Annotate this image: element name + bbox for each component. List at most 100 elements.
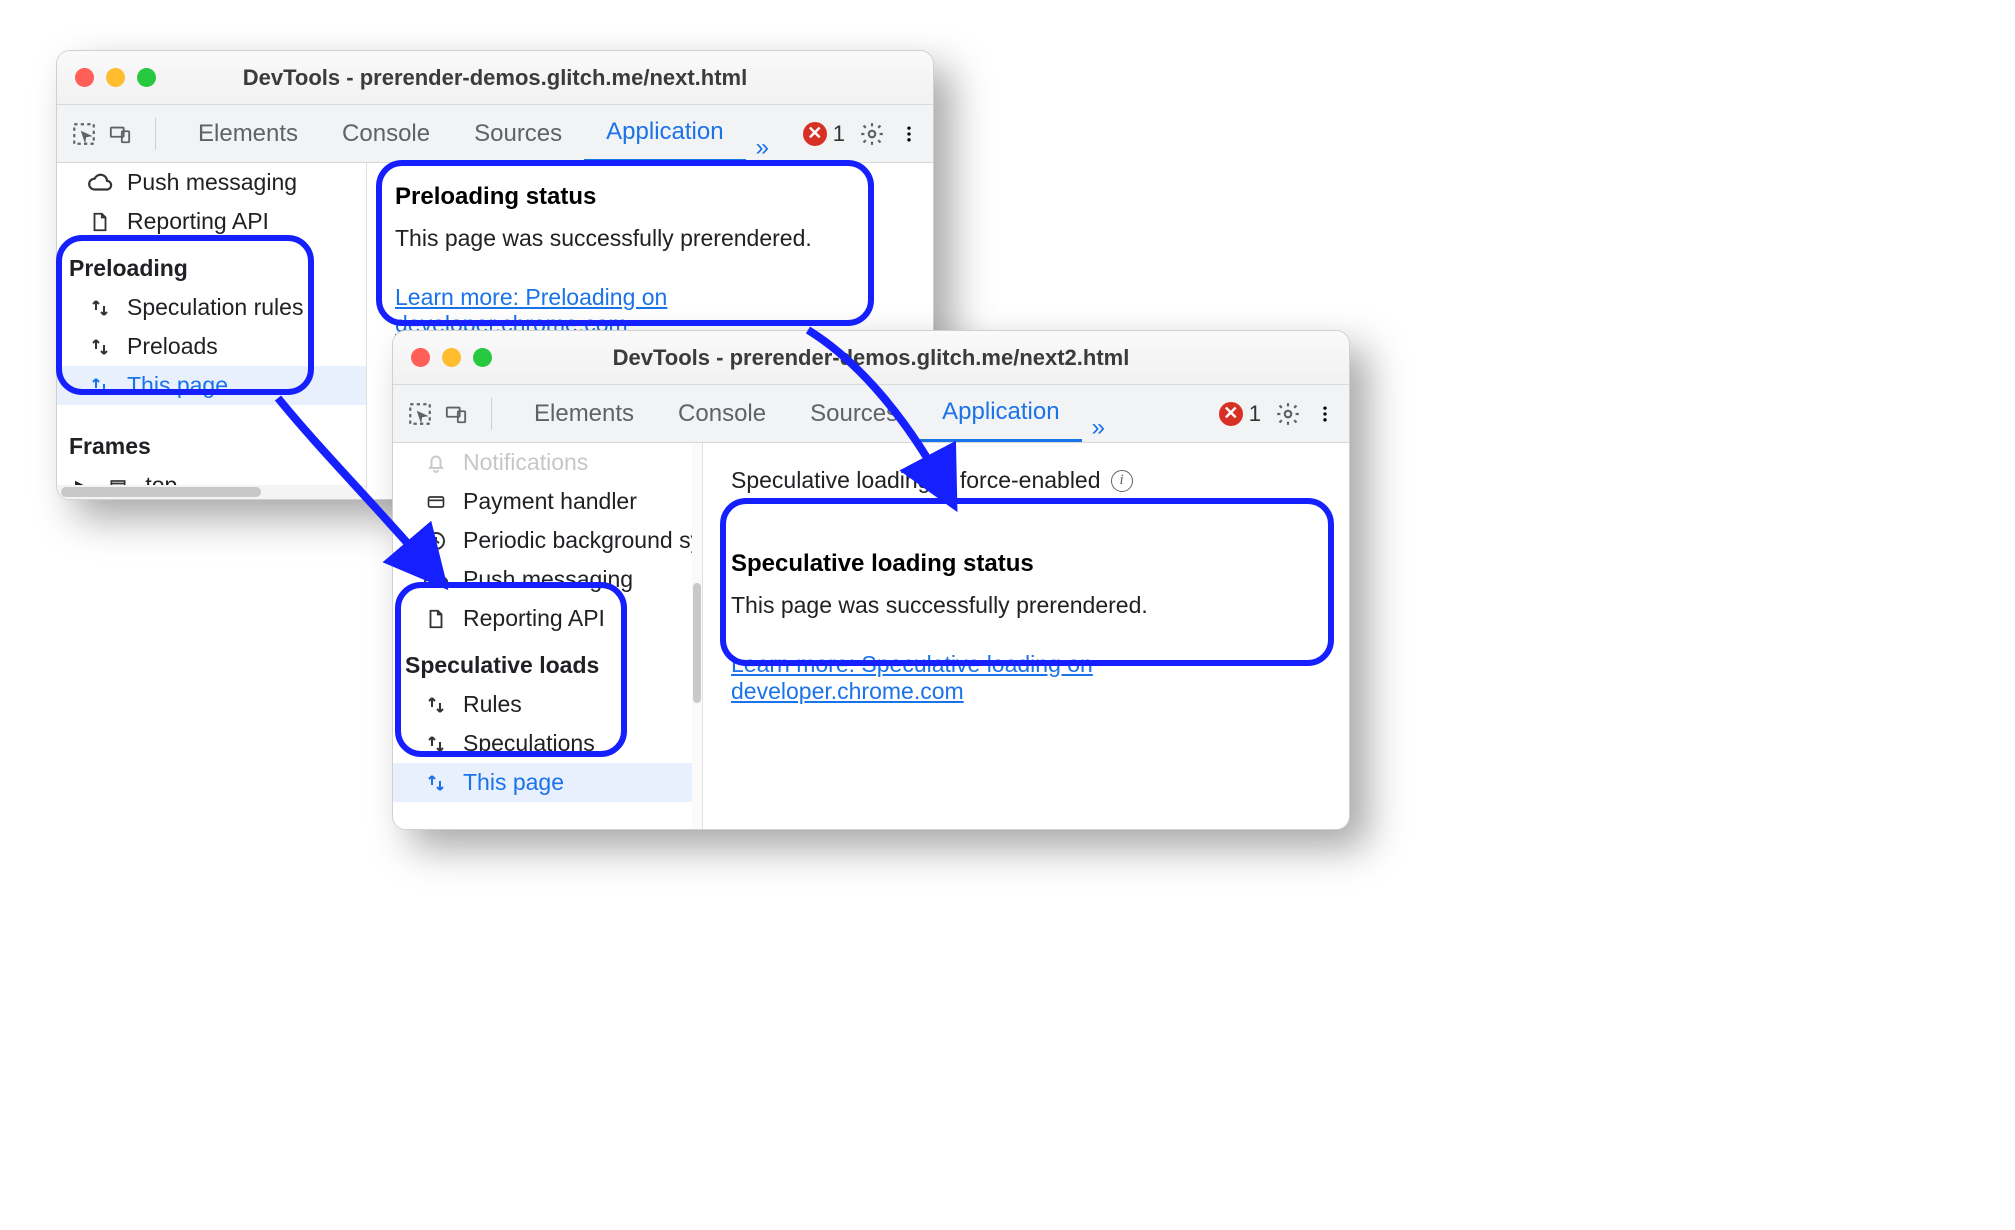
sidebar-item-speculations[interactable]: Speculations (393, 724, 702, 763)
error-icon: ✕ (1219, 402, 1243, 426)
sidebar-item-this-page[interactable]: This page (393, 763, 702, 802)
sidebar-item-this-page[interactable]: This page (57, 366, 366, 405)
sidebar-item-payment-handler[interactable]: Payment handler (393, 482, 702, 521)
tab-elements[interactable]: Elements (512, 385, 656, 442)
titlebar: DevTools - prerender-demos.glitch.me/nex… (393, 331, 1349, 385)
devtools-window-2: DevTools - prerender-demos.glitch.me/nex… (392, 330, 1350, 830)
sidebar-item-rules[interactable]: Rules (393, 685, 702, 724)
status-line: Speculative loading is force-enabled i (731, 467, 1321, 494)
settings-icon[interactable] (859, 121, 885, 147)
tab-sources[interactable]: Sources (788, 385, 920, 442)
application-main-panel: Speculative loading is force-enabled i S… (703, 443, 1349, 829)
file-icon (87, 209, 113, 235)
inspect-icon[interactable] (71, 121, 97, 147)
card-icon (423, 489, 449, 515)
status-text: Speculative loading is force-enabled (731, 467, 1101, 494)
titlebar: DevTools - prerender-demos.glitch.me/nex… (57, 51, 933, 105)
sidebar-item-reporting-api[interactable]: Reporting API (393, 599, 702, 638)
updown-icon (87, 373, 113, 399)
panel-heading: Preloading status (395, 183, 905, 211)
learn-more-link[interactable]: Learn more: Speculative loading on devel… (731, 651, 1093, 704)
zoom-window-button[interactable] (473, 348, 492, 367)
device-toggle-icon[interactable] (441, 403, 471, 425)
toolbar-divider (155, 118, 156, 150)
devtools-toolbar: Elements Console Sources Application » ✕… (393, 385, 1349, 443)
traffic-lights (75, 68, 156, 87)
kebab-menu-icon[interactable] (899, 121, 919, 147)
tab-console[interactable]: Console (320, 105, 452, 162)
sidebar-group-frames[interactable]: Frames (57, 405, 366, 466)
sidebar-item-label: Periodic background sync (463, 527, 703, 554)
close-window-button[interactable] (75, 68, 94, 87)
application-sidebar: Notifications Payment handler Periodic b… (393, 443, 703, 829)
traffic-lights (411, 348, 492, 367)
panel-heading: Speculative loading status (731, 550, 1321, 578)
sidebar-item-push-messaging[interactable]: Push messaging (393, 560, 702, 599)
updown-icon (423, 692, 449, 718)
error-badge[interactable]: ✕ 1 (803, 121, 845, 147)
sidebar-item-preloads[interactable]: Preloads (57, 327, 366, 366)
window-title: DevTools - prerender-demos.glitch.me/nex… (393, 345, 1349, 371)
settings-icon[interactable] (1275, 401, 1301, 427)
tab-application[interactable]: Application (584, 105, 745, 162)
minimize-window-button[interactable] (442, 348, 461, 367)
clock-icon (423, 528, 449, 554)
sidebar-item-label: Push messaging (463, 566, 633, 593)
close-window-button[interactable] (411, 348, 430, 367)
toolbar-divider (491, 398, 492, 430)
panel-tabs: Elements Console Sources Application » (512, 385, 1115, 442)
tab-application[interactable]: Application (920, 385, 1081, 442)
sidebar-item-label: Reporting API (463, 605, 605, 632)
inspect-icon[interactable] (407, 401, 433, 427)
sidebar-group-preloading[interactable]: Preloading (57, 241, 366, 288)
panel-body-text: This page was successfully prerendered. (395, 221, 905, 256)
device-toggle-icon[interactable] (105, 123, 135, 145)
sidebar-item-label: Push messaging (127, 169, 297, 196)
horizontal-scrollbar[interactable] (57, 485, 366, 499)
cloud-icon (423, 567, 449, 593)
vertical-scrollbar[interactable] (692, 443, 702, 829)
bell-icon (423, 450, 449, 476)
error-count: 1 (833, 121, 845, 147)
scrollbar-thumb[interactable] (693, 583, 701, 703)
error-badge[interactable]: ✕ 1 (1219, 401, 1261, 427)
sidebar-item-label: Payment handler (463, 488, 637, 515)
learn-more-link[interactable]: Learn more: Preloading on developer.chro… (395, 284, 667, 337)
scrollbar-thumb[interactable] (61, 487, 261, 497)
sidebar-item-label: Notifications (463, 449, 588, 476)
window-title: DevTools - prerender-demos.glitch.me/nex… (57, 65, 933, 91)
sidebar-item-label: This page (463, 769, 564, 796)
sidebar-item-speculation-rules[interactable]: Speculation rules (57, 288, 366, 327)
updown-icon (87, 295, 113, 321)
sidebar-group-speculative-loads[interactable]: Speculative loads (393, 638, 702, 685)
sidebar-item-reporting-api[interactable]: Reporting API (57, 202, 366, 241)
application-sidebar: Push messaging Reporting API Preloading … (57, 163, 367, 499)
sidebar-item-label: Rules (463, 691, 522, 718)
sidebar-item-periodic-background-sync[interactable]: Periodic background sync (393, 521, 702, 560)
tab-console[interactable]: Console (656, 385, 788, 442)
kebab-menu-icon[interactable] (1315, 401, 1335, 427)
sidebar-item-push-messaging[interactable]: Push messaging (57, 163, 366, 202)
updown-icon (87, 334, 113, 360)
sidebar-item-label: Speculations (463, 730, 595, 757)
tab-elements[interactable]: Elements (176, 105, 320, 162)
error-count: 1 (1249, 401, 1261, 427)
panel-body-text: This page was successfully prerendered. (731, 588, 1321, 623)
error-icon: ✕ (803, 122, 827, 146)
info-icon[interactable]: i (1111, 470, 1133, 492)
panel-tabs: Elements Console Sources Application » (176, 105, 779, 162)
sidebar-item-label: Speculation rules (127, 294, 303, 321)
more-tabs-button[interactable]: » (1082, 414, 1115, 442)
sidebar-item-label: Preloads (127, 333, 218, 360)
devtools-toolbar: Elements Console Sources Application » ✕… (57, 105, 933, 163)
cloud-icon (87, 170, 113, 196)
sidebar-item-notifications[interactable]: Notifications (393, 443, 702, 482)
sidebar-item-label: Reporting API (127, 208, 269, 235)
file-icon (423, 606, 449, 632)
tab-sources[interactable]: Sources (452, 105, 584, 162)
updown-icon (423, 770, 449, 796)
minimize-window-button[interactable] (106, 68, 125, 87)
zoom-window-button[interactable] (137, 68, 156, 87)
sidebar-item-label: This page (127, 372, 228, 399)
more-tabs-button[interactable]: » (746, 134, 779, 162)
